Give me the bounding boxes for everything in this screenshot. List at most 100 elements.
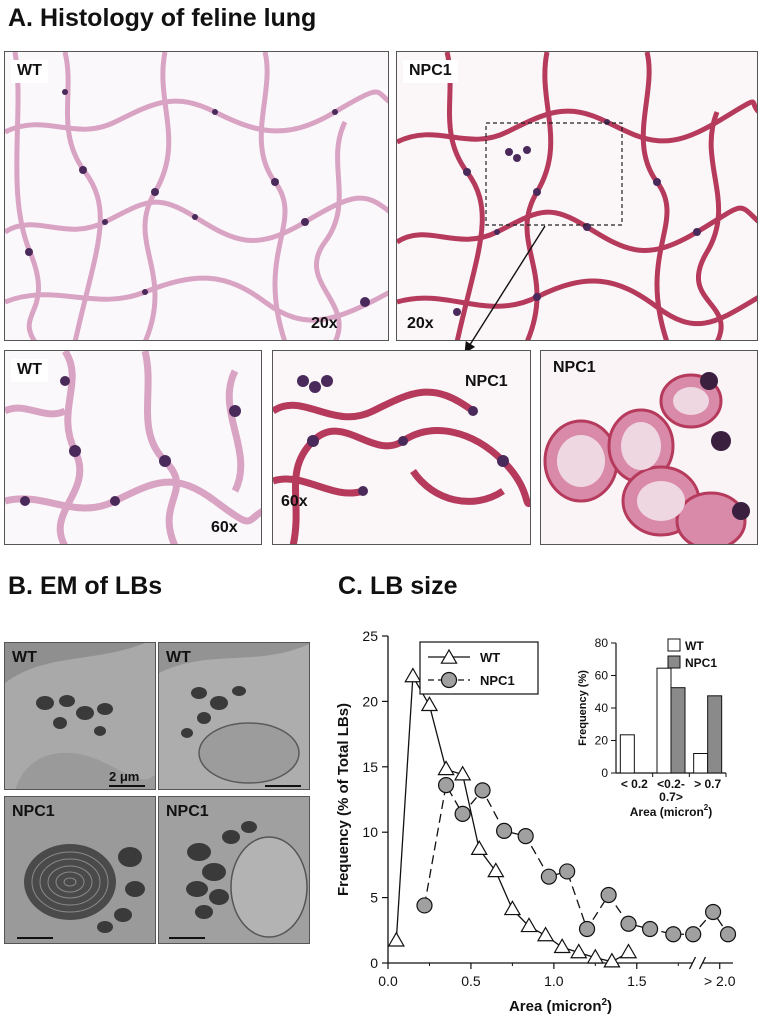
panel-label: NPC1 [465, 373, 508, 390]
magnification-label: 60x [281, 493, 308, 510]
inset-bar-npc1 [707, 695, 723, 774]
em-npc1-1-image [5, 797, 155, 943]
section-a-title: A. Histology of feline lung [8, 4, 317, 32]
panel-label: WT [11, 60, 48, 83]
x-tick-label: > 2.0 [704, 973, 736, 989]
npc1-data-point [416, 897, 433, 914]
tissue-wt-20x-image [5, 52, 388, 340]
wt-data-point [520, 917, 538, 933]
em-panel-wt-2: WT [158, 642, 310, 790]
em-panel-wt-1: WT 2 μm [4, 642, 156, 790]
main-legend-box [419, 641, 539, 695]
wt-data-point [536, 926, 555, 942]
npc1-data-point [454, 805, 471, 822]
section-c-title: C. LB size [338, 572, 458, 600]
wt-data-point [619, 943, 638, 959]
panel-label: NPC1 [12, 803, 55, 820]
y-tick-label: 15 [362, 759, 378, 775]
npc1-data-point [719, 926, 737, 943]
y-tick-label: 25 [362, 628, 378, 644]
inset-category-label: < 0.2 [621, 777, 648, 791]
tissue-npc1-60x-image [273, 351, 530, 544]
x-axis-label: Area (micron2) [509, 997, 612, 1015]
inset-bar-wt [619, 734, 635, 774]
legend-npc1-marker [440, 671, 458, 689]
wt-data-point [437, 760, 455, 776]
panel-label: NPC1 [166, 803, 209, 820]
histology-panel-npc1-20x: NPC1 20x [396, 51, 758, 341]
magnification-label: 20x [311, 315, 338, 332]
wt-data-point [454, 765, 472, 781]
y-tick-label: 10 [362, 824, 378, 840]
em-wt-1-image [5, 643, 155, 789]
em-panel-npc1-2: NPC1 [158, 796, 310, 944]
inset-bar-npc1 [670, 687, 686, 774]
inset-y-tick-label: 80 [595, 636, 609, 650]
inset-y-tick-label: 20 [595, 734, 609, 748]
inset-y-tick-label: 40 [595, 701, 609, 715]
npc1-data-point [641, 920, 659, 938]
x-tick-label: 0.0 [378, 973, 398, 989]
em-npc1-2-image [159, 797, 309, 943]
y-tick-label: 20 [362, 693, 378, 709]
inset-x-axis-label: Area (micron2) [630, 803, 712, 819]
scale-bar-label: 2 μm [109, 769, 140, 784]
em-wt-2-image [159, 643, 309, 789]
histology-panel-wt-20x: WT 20x [4, 51, 389, 341]
npc1-series-line [423, 783, 729, 935]
wt-data-point [586, 948, 604, 964]
y-tick-label: 5 [370, 890, 378, 906]
wt-data-point [553, 938, 571, 954]
wt-data-point [503, 900, 522, 916]
y-tick-label: 0 [370, 955, 378, 971]
inset-legend-npc1-swatch [667, 655, 681, 669]
legend-wt-marker [440, 648, 458, 664]
wt-data-point [404, 667, 422, 683]
wt-data-point [603, 952, 621, 968]
x-tick-label: 1.0 [544, 973, 564, 989]
legend-wt-label: WT [480, 650, 500, 665]
magnification-label: 60x [211, 519, 238, 536]
magnification-label: 20x [407, 315, 434, 332]
scale-bar [109, 785, 145, 787]
wt-data-point [470, 840, 488, 856]
inset-bar-wt [693, 753, 709, 774]
tissue-npc1-hires-image [541, 351, 757, 544]
inset-y-axis-label: Frequency (%) [577, 670, 589, 746]
lb-size-chart: 0 5 10 15 20 25 0.0 0.5 1.0 1.5 > 2.0 Area (micron2… [335, 628, 737, 1015]
tissue-wt-60x-image [5, 351, 261, 544]
npc1-data-point [600, 886, 617, 904]
npc1-data-point [578, 920, 596, 938]
scale-bar [17, 937, 53, 939]
panel-label: NPC1 [553, 359, 596, 376]
panel-label: WT [166, 649, 191, 666]
wt-data-point [387, 931, 405, 947]
npc1-data-point [665, 926, 682, 943]
inset-legend-wt-label: WT [685, 639, 704, 653]
wt-data-point [570, 943, 588, 959]
axis-break-mark [698, 956, 707, 970]
em-panel-npc1-1: NPC1 [4, 796, 156, 944]
npc1-data-point [496, 822, 513, 839]
inset-bar-wt [656, 667, 672, 774]
npc1-data-point [620, 915, 637, 932]
scale-bar [169, 937, 205, 939]
inset-y-tick-label: 0 [601, 766, 608, 780]
wt-data-point [487, 862, 505, 878]
tissue-npc1-20x-image [397, 52, 757, 340]
npc1-data-point [437, 777, 455, 794]
npc1-data-point [474, 782, 491, 799]
axis-break-mark [688, 956, 697, 970]
inset-category-label: 0.7> [659, 790, 683, 804]
histology-panel-npc1-60x: NPC1 60x [272, 350, 531, 545]
npc1-data-point [517, 828, 534, 845]
npc1-data-point [704, 903, 722, 921]
histology-panel-npc1-hires: NPC1 [540, 350, 758, 545]
inset-legend-npc1-label: NPC1 [685, 656, 717, 670]
y-axis-label: Frequency (% of Total LBs) [335, 703, 352, 896]
npc1-data-point [685, 926, 702, 943]
panel-label: WT [11, 359, 48, 382]
wt-data-point [420, 696, 439, 712]
legend-npc1-label: NPC1 [480, 673, 515, 688]
x-tick-label: 1.5 [627, 973, 647, 989]
